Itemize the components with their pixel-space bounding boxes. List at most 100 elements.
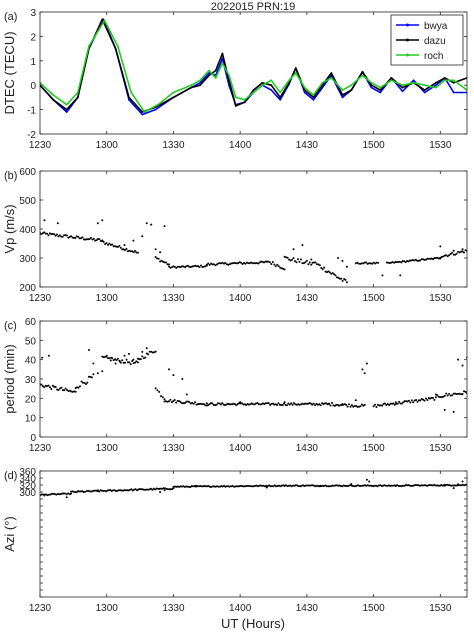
data-point <box>354 262 357 265</box>
data-point <box>147 353 150 356</box>
data-point <box>283 268 286 271</box>
data-point <box>154 387 157 390</box>
series-marker-dazu <box>128 96 130 99</box>
data-point <box>191 401 194 404</box>
data-point <box>273 263 276 266</box>
data-point <box>51 384 54 387</box>
x-tick-label: 1330 <box>162 603 185 614</box>
data-point <box>87 375 90 378</box>
y-tick-label: 360 <box>19 467 36 478</box>
data-point <box>413 259 416 262</box>
x-tick-label: 1330 <box>162 140 185 151</box>
series-marker-dazu <box>370 84 373 87</box>
x-tick-label: 1400 <box>229 293 252 304</box>
data-point <box>240 261 243 264</box>
series-marker-roch <box>330 76 333 79</box>
data-point <box>440 396 443 398</box>
data-point <box>264 402 267 405</box>
data-point <box>159 260 162 263</box>
series-marker-dazu <box>141 111 144 113</box>
data-point <box>114 362 117 365</box>
data-point <box>349 405 352 408</box>
data-point <box>354 399 357 402</box>
plot-area: -2 -1 0 1 2 3 1230 1300 1330 1400 1430 1500 1530 bwya… <box>2 8 468 614</box>
data-point <box>297 258 299 261</box>
data-point <box>168 263 170 266</box>
data-point <box>334 274 337 277</box>
data-point <box>229 403 232 406</box>
data-point <box>128 361 131 364</box>
data-point <box>54 234 57 237</box>
data-point <box>248 485 251 487</box>
data-point <box>449 252 452 255</box>
data-point <box>377 261 379 264</box>
data-point <box>43 231 46 234</box>
series-marker-bwya <box>412 79 415 82</box>
y-tick-label: 2 <box>30 32 36 43</box>
data-point <box>194 401 197 404</box>
data-point <box>363 261 366 264</box>
data-point <box>437 395 440 398</box>
data-point <box>73 236 75 239</box>
data-point <box>311 261 314 264</box>
data-point <box>442 255 445 258</box>
data-point <box>233 262 235 264</box>
series-marker-bwya <box>321 86 324 89</box>
data-point <box>123 243 126 246</box>
data-point <box>102 240 105 243</box>
series-marker-dazu <box>321 84 324 87</box>
y-tick-label: 500 <box>19 196 36 207</box>
x-tick-label: 1500 <box>362 443 385 454</box>
series-marker-bwya <box>379 91 382 94</box>
series-line-dazu <box>40 18 467 113</box>
data-point <box>112 489 115 492</box>
data-point <box>134 250 136 252</box>
data-point <box>271 261 274 263</box>
data-point <box>419 484 421 487</box>
data-point <box>207 404 210 407</box>
data-point <box>301 243 304 246</box>
data-point <box>132 251 135 254</box>
series-marker-roch <box>288 79 290 82</box>
data-point <box>142 357 145 360</box>
data-point <box>299 258 302 261</box>
x-tick-label: 1400 <box>229 603 252 614</box>
data-point <box>285 404 288 407</box>
x-tick-label: 1230 <box>29 293 52 304</box>
data-point <box>391 261 394 264</box>
data-point <box>192 485 195 488</box>
data-point <box>108 357 111 360</box>
data-point <box>163 261 166 264</box>
data-point <box>108 489 110 492</box>
data-point <box>306 484 309 487</box>
panel-label: (a) <box>4 11 17 23</box>
data-point <box>44 493 47 496</box>
data-point <box>140 488 143 491</box>
data-point <box>85 238 88 241</box>
series-marker-bwya <box>208 72 210 74</box>
data-point <box>321 268 324 271</box>
panel-frame <box>39 11 468 135</box>
x-tick-label: 1530 <box>429 603 452 614</box>
data-point <box>290 402 293 405</box>
data-point <box>167 400 170 403</box>
data-point <box>301 262 304 265</box>
series-marker-roch <box>379 86 382 89</box>
y-tick-label: 40 <box>25 356 37 367</box>
data-point <box>184 266 186 269</box>
data-point <box>141 350 144 353</box>
data-point <box>314 404 317 407</box>
data-point <box>399 274 402 277</box>
data-point <box>96 489 99 492</box>
data-point <box>381 404 384 407</box>
data-point <box>49 493 52 496</box>
data-point <box>182 265 185 268</box>
data-point <box>457 483 460 486</box>
data-point <box>271 402 274 405</box>
data-point <box>360 403 363 406</box>
data-point <box>192 265 195 268</box>
plot-data <box>40 18 467 116</box>
data-point <box>188 401 191 404</box>
data-point <box>156 389 159 392</box>
data-point <box>63 389 66 392</box>
